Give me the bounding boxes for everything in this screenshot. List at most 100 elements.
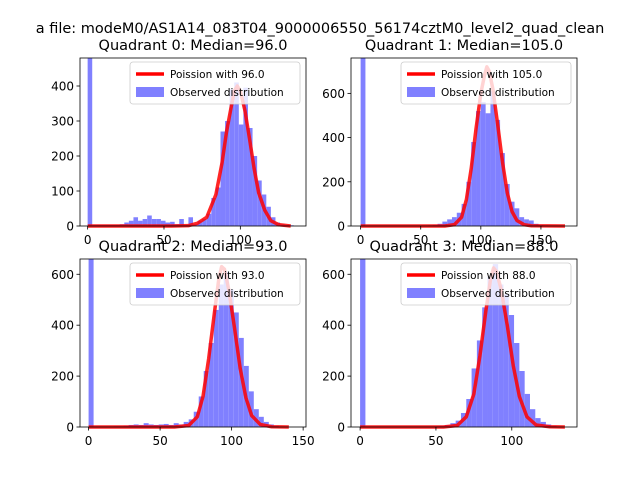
histogram-bar [220,131,226,226]
histogram-bar [170,221,175,226]
histogram-bar [529,409,536,427]
histogram-bar [500,153,505,226]
histogram-bar [223,271,229,427]
histogram-bar [257,180,262,226]
histogram-bar [243,87,248,226]
legend-box [400,262,572,306]
x-tick-label: 100 [220,434,243,448]
legend-label-poisson: Poission with 88.0 [441,270,536,282]
histogram-bar [476,340,483,427]
legend-label-poisson: Poission with 93.0 [170,270,265,282]
histogram-bar [211,198,216,226]
histogram-bar [466,181,472,226]
histogram-bar [229,89,235,226]
y-tick-label: 600 [322,268,345,282]
legend-box [129,61,301,105]
x-tick-label: 100 [500,434,523,448]
histogram-bar [218,284,224,427]
subplot-quadrant-2: 0 200 400 600 0 50 100 150 Quadrant 2: Median=93… [51,239,314,448]
x-tick-label: 100 [229,233,252,247]
x-tick-label: 0 [356,434,364,448]
histogram-bar [128,220,134,226]
histogram-bar [508,315,515,427]
histogram-bar [360,259,366,427]
y-tick-label: 200 [322,175,345,189]
histogram-bar [225,121,230,226]
histogram-bar [360,58,366,226]
axes-frame [79,258,307,428]
x-tick-label: 50 [428,434,443,448]
x-tick-label: 0 [84,233,92,247]
histogram-bar [528,220,534,226]
y-tick-label: 0 [337,220,345,234]
histogram-bar [228,289,234,427]
histogram-bar [133,217,139,226]
legend-box [129,262,301,306]
x-tick-label: 50 [156,233,171,247]
histogram-bar [498,284,504,427]
y-tick-label: 200 [51,150,74,164]
histogram-bar [143,423,149,427]
x-tick-label: 150 [292,434,315,448]
histogram-bar [206,213,212,226]
histogram-bar [198,396,204,427]
subplot-quadrant-1: 0 200 400 600 0 50 100 150 Quadrant 1: Median=10… [322,38,578,247]
histogram-bar [451,217,457,226]
x-tick-label: 50 [413,233,428,247]
histogram-bar [87,58,93,226]
histogram-bar [492,264,499,427]
y-tick-label: 400 [51,80,74,94]
y-tick-label: 400 [51,319,74,333]
y-tick-label: 0 [66,421,74,435]
y-tick-label: 400 [322,319,345,333]
subplot-title: Quadrant 3: Median=88.0 [370,239,559,255]
histogram-bar [142,219,148,226]
histogram-bar [524,393,530,427]
histogram-bar [234,82,239,226]
histogram-bar [215,187,221,226]
legend-label-poisson: Poission with 96.0 [170,69,265,81]
histogram-bar [442,221,448,226]
subplot-title: Quadrant 2: Median=93.0 [99,239,288,255]
subplot-quadrant-0: 0 100 200 300 400 0 50 100 Quadrant 0: Median=96… [51,38,307,247]
histogram-bar [252,156,258,226]
legend-swatch-observed [407,87,435,97]
histogram-bar [238,124,244,226]
histogram-bar [138,220,143,226]
y-tick-label: 200 [51,370,74,384]
histogram-bar [233,312,239,427]
axes-frame [350,57,578,227]
y-tick-label: 100 [51,185,74,199]
legend-label-observed: Observed distribution [170,288,284,300]
histogram-bar [447,219,452,226]
histogram-bar [258,416,264,427]
histogram-bar [213,309,219,427]
histogram-bar [203,371,209,427]
histogram-bar [495,119,501,226]
y-tick-label: 0 [66,220,74,234]
histogram-bar [476,111,481,226]
histogram-bar [188,217,193,226]
x-tick-label: 0 [357,233,365,247]
y-tick-label: 0 [337,421,345,435]
legend-box [400,61,572,105]
x-tick-label: 150 [529,233,552,247]
histogram-bar [208,343,214,427]
histogram-bar [147,215,152,226]
histogram-bar [179,219,184,226]
legend-swatch-observed [407,288,435,298]
axes-frame [350,258,578,428]
histogram-bar [490,91,496,226]
y-tick-label: 300 [51,115,74,129]
histogram-bar [88,259,94,427]
y-tick-label: 600 [322,87,345,101]
histogram-bar [480,102,486,226]
histogram-bar [202,219,207,226]
subplot-title: Quadrant 0: Median=96.0 [99,38,288,54]
y-tick-label: 400 [322,131,345,145]
histogram-bar [482,307,488,427]
legend-swatch-observed [136,87,164,97]
histogram-bar [487,276,493,427]
histogram-bar [151,219,157,226]
